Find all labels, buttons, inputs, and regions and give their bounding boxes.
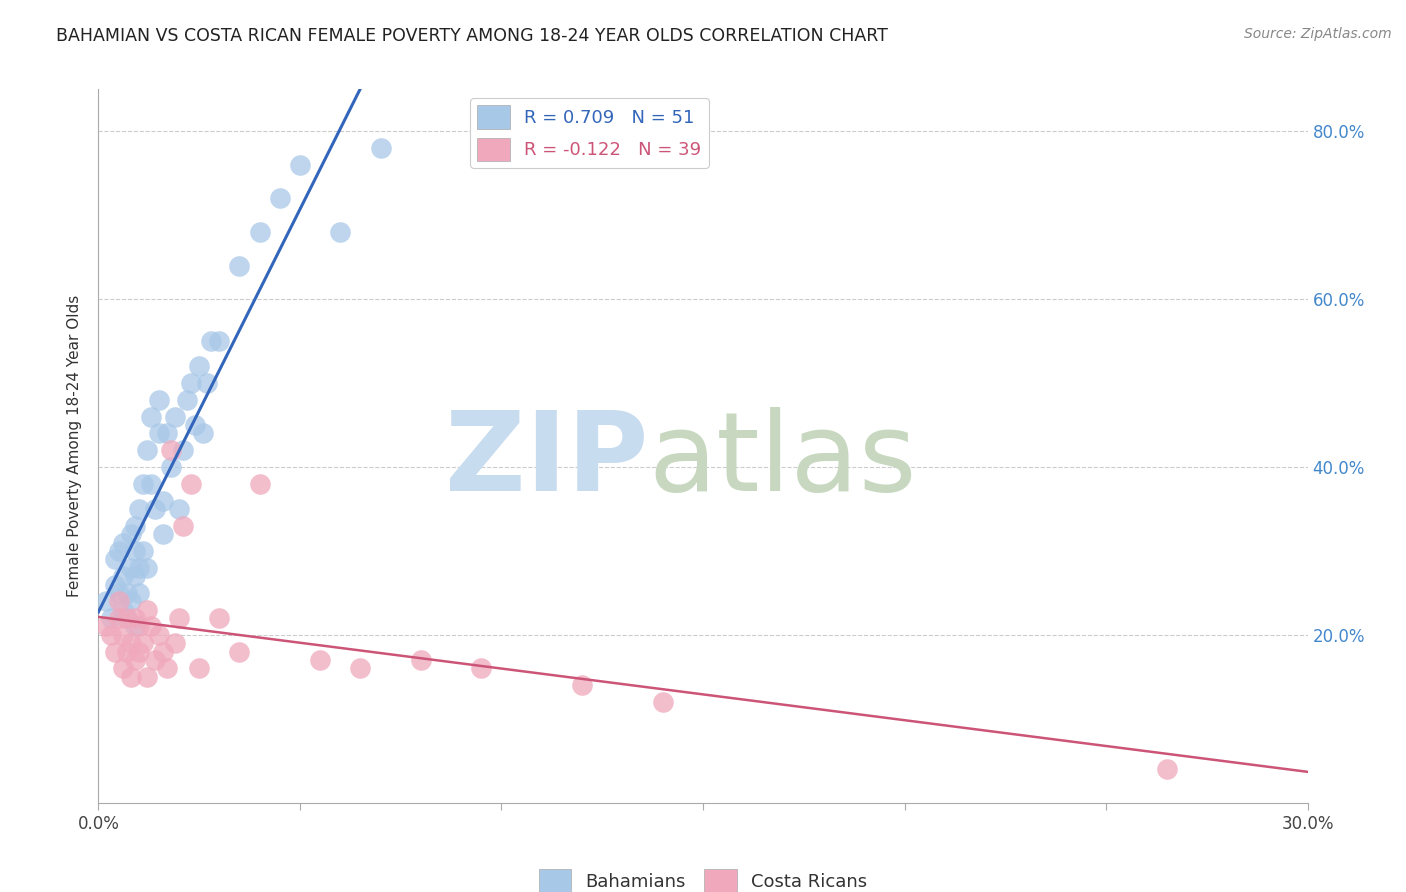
Point	[124, 544, 146, 558]
Point	[370, 141, 392, 155]
Point	[167, 502, 190, 516]
Point	[228, 259, 250, 273]
Point	[195, 376, 218, 390]
Point	[139, 409, 162, 424]
Point	[156, 426, 179, 441]
Point	[124, 518, 146, 533]
Point	[132, 544, 155, 558]
Point	[103, 577, 125, 591]
Point	[111, 628, 134, 642]
Point	[200, 334, 222, 348]
Point	[228, 645, 250, 659]
Point	[167, 611, 190, 625]
Legend: Bahamians, Costa Ricans: Bahamians, Costa Ricans	[531, 862, 875, 892]
Point	[143, 502, 166, 516]
Point	[111, 569, 134, 583]
Point	[120, 527, 142, 541]
Point	[115, 645, 138, 659]
Point	[128, 619, 150, 633]
Point	[180, 476, 202, 491]
Point	[124, 569, 146, 583]
Point	[163, 409, 186, 424]
Point	[163, 636, 186, 650]
Point	[103, 552, 125, 566]
Point	[107, 611, 129, 625]
Point	[571, 678, 593, 692]
Point	[148, 628, 170, 642]
Point	[148, 426, 170, 441]
Point	[107, 586, 129, 600]
Point	[132, 636, 155, 650]
Point	[120, 670, 142, 684]
Point	[176, 392, 198, 407]
Point	[172, 518, 194, 533]
Point	[329, 225, 352, 239]
Point	[139, 619, 162, 633]
Point	[128, 560, 150, 574]
Point	[115, 611, 138, 625]
Point	[184, 417, 207, 432]
Text: ZIP: ZIP	[446, 407, 648, 514]
Point	[111, 535, 134, 549]
Y-axis label: Female Poverty Among 18-24 Year Olds: Female Poverty Among 18-24 Year Olds	[67, 295, 83, 597]
Point	[128, 502, 150, 516]
Point	[349, 661, 371, 675]
Point	[120, 560, 142, 574]
Point	[172, 443, 194, 458]
Point	[135, 670, 157, 684]
Point	[188, 359, 211, 374]
Point	[96, 619, 118, 633]
Point	[160, 460, 183, 475]
Point	[115, 586, 138, 600]
Point	[111, 661, 134, 675]
Point	[115, 611, 138, 625]
Point	[107, 544, 129, 558]
Point	[188, 661, 211, 675]
Point	[124, 653, 146, 667]
Point	[309, 653, 332, 667]
Point	[160, 443, 183, 458]
Text: BAHAMIAN VS COSTA RICAN FEMALE POVERTY AMONG 18-24 YEAR OLDS CORRELATION CHART: BAHAMIAN VS COSTA RICAN FEMALE POVERTY A…	[56, 27, 889, 45]
Point	[156, 661, 179, 675]
Point	[111, 603, 134, 617]
Point	[143, 653, 166, 667]
Point	[269, 191, 291, 205]
Point	[409, 653, 432, 667]
Point	[152, 527, 174, 541]
Point	[128, 645, 150, 659]
Point	[124, 619, 146, 633]
Point	[249, 225, 271, 239]
Point	[120, 636, 142, 650]
Point	[249, 476, 271, 491]
Point	[180, 376, 202, 390]
Point	[139, 476, 162, 491]
Text: atlas: atlas	[648, 407, 917, 514]
Point	[152, 493, 174, 508]
Point	[132, 476, 155, 491]
Point	[100, 611, 122, 625]
Point	[103, 645, 125, 659]
Point	[208, 611, 231, 625]
Point	[651, 695, 673, 709]
Point	[120, 594, 142, 608]
Point	[288, 158, 311, 172]
Point	[124, 611, 146, 625]
Point	[470, 661, 492, 675]
Point	[148, 392, 170, 407]
Point	[152, 645, 174, 659]
Point	[1156, 762, 1178, 776]
Point	[135, 560, 157, 574]
Point	[135, 443, 157, 458]
Point	[193, 426, 215, 441]
Text: Source: ZipAtlas.com: Source: ZipAtlas.com	[1244, 27, 1392, 41]
Point	[128, 586, 150, 600]
Point	[107, 594, 129, 608]
Point	[135, 603, 157, 617]
Point	[96, 594, 118, 608]
Point	[100, 628, 122, 642]
Point	[208, 334, 231, 348]
